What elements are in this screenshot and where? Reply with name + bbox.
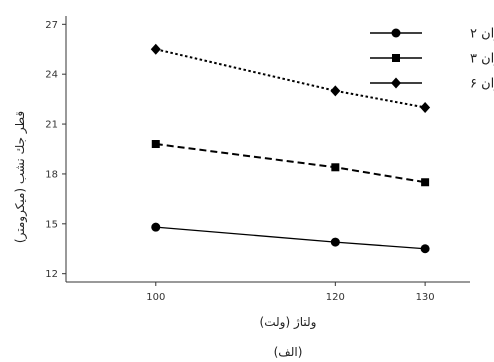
data-point-circle <box>151 222 161 232</box>
y-tick-label: 18 <box>45 169 58 180</box>
data-point-circle <box>330 237 340 247</box>
legend-item: توان ٢ <box>370 27 494 42</box>
figure-caption: (الف) <box>274 345 303 359</box>
x-tick-label: 120 <box>326 292 345 303</box>
series-3 <box>150 43 431 113</box>
y-tick-label: 15 <box>45 219 58 230</box>
legend-label: توان ٢ <box>470 27 494 42</box>
y-tick-label: 21 <box>45 120 58 131</box>
data-point-square <box>151 140 160 149</box>
data-point-diamond <box>391 77 401 89</box>
y-tick-label: 12 <box>45 269 58 280</box>
data-point-diamond <box>150 43 161 55</box>
data-point-square <box>421 178 430 187</box>
series-line <box>155 226 426 250</box>
data-point-square <box>392 54 400 62</box>
series-1 <box>151 222 430 254</box>
x-tick-label: 100 <box>146 292 165 303</box>
series-line <box>155 48 426 109</box>
legend-label: توان ۶ <box>470 77 494 92</box>
series-2 <box>151 140 430 187</box>
data-point-circle <box>420 244 430 254</box>
y-tick-label: 27 <box>45 20 58 31</box>
data-point-square <box>331 163 340 172</box>
x-axis-label: ولتاژ (ولت) <box>260 315 317 330</box>
data-point-circle <box>391 28 401 38</box>
data-point-diamond <box>420 101 431 113</box>
legend-label: توان ٣ <box>470 52 494 67</box>
data-point-diamond <box>330 85 341 97</box>
legend: توان ٢ توان ٣ توان ۶ <box>370 27 494 92</box>
series-layer <box>150 43 431 254</box>
axes <box>65 16 470 283</box>
y-tick-label: 24 <box>45 70 58 81</box>
series-line <box>155 143 426 184</box>
y-axis-label: قطر جك نشب (ميكرومتر) <box>13 111 28 243</box>
x-tick-label: 130 <box>416 292 435 303</box>
legend-item: توان ٣ <box>370 52 494 67</box>
tick-marks: 12 15 18 21 24 27 100 120 130 <box>45 20 434 303</box>
legend-item: توان ۶ <box>370 77 494 92</box>
